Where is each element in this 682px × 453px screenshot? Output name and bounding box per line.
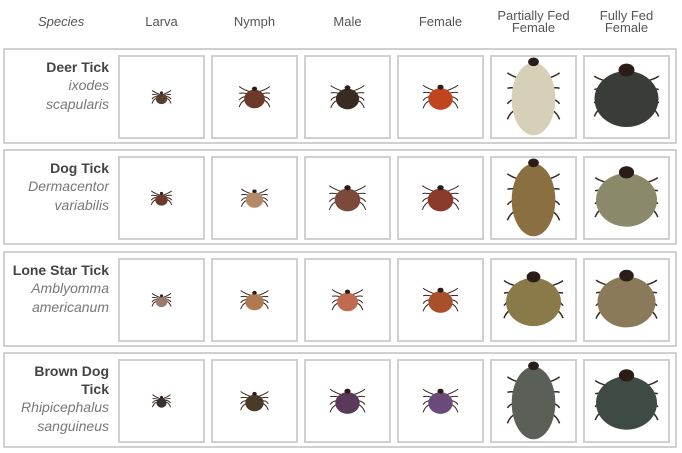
tick-image-larva xyxy=(118,156,205,240)
tick-image-larva xyxy=(118,258,205,342)
tick-image-female xyxy=(397,359,484,443)
tick-image-partially-fed-female xyxy=(490,258,577,342)
species-row: Deer Tick ixodes scapularis xyxy=(3,48,677,144)
common-name: Brown Dog Tick xyxy=(34,363,109,397)
species-row: Lone Star Tick Amblyomma americanum xyxy=(3,251,677,347)
tick-image-larva xyxy=(118,55,205,139)
species-row: Dog Tick Dermacentor variabilis xyxy=(3,149,677,245)
tick-image-nymph xyxy=(211,359,298,443)
header-fully-fed-female: Fully Fed Female xyxy=(599,8,654,35)
tick-image-larva xyxy=(118,359,205,443)
header-female: Female xyxy=(418,14,463,29)
common-name: Lone Star Tick xyxy=(12,262,109,278)
tick-image-female xyxy=(397,156,484,240)
tick-image-nymph xyxy=(211,156,298,240)
scientific-name: Dermacentor variabilis xyxy=(28,178,109,213)
tick-image-partially-fed-female xyxy=(490,156,577,240)
tick-image-nymph xyxy=(211,55,298,139)
tick-image-fully-fed-female xyxy=(583,258,670,342)
header-species: Species xyxy=(38,14,85,29)
common-name: Dog Tick xyxy=(50,160,109,176)
tick-image-fully-fed-female xyxy=(583,359,670,443)
scientific-name: ixodes scapularis xyxy=(45,77,109,112)
species-name: Deer Tick ixodes scapularis xyxy=(5,58,109,114)
species-row: Brown Dog Tick Rhipicephalus sanguineus xyxy=(3,352,677,448)
tick-image-male xyxy=(304,359,391,443)
species-name: Brown Dog Tick Rhipicephalus sanguineus xyxy=(5,362,109,436)
tick-image-partially-fed-female xyxy=(490,359,577,443)
header-partially-fed-female: Partially Fed Female xyxy=(497,8,570,35)
tick-image-fully-fed-female xyxy=(583,55,670,139)
tick-image-female xyxy=(397,55,484,139)
tick-image-male xyxy=(304,156,391,240)
scientific-name: Rhipicephalus sanguineus xyxy=(21,399,109,434)
species-name: Dog Tick Dermacentor variabilis xyxy=(5,159,109,215)
header-larva: Larva xyxy=(145,14,178,29)
tick-image-male xyxy=(304,55,391,139)
tick-image-nymph xyxy=(211,258,298,342)
tick-image-female xyxy=(397,258,484,342)
scientific-name: Amblyomma americanum xyxy=(31,280,109,315)
header-male: Male xyxy=(333,14,362,29)
header-nymph: Nymph xyxy=(233,14,276,29)
common-name: Deer Tick xyxy=(46,59,109,75)
tick-image-partially-fed-female xyxy=(490,55,577,139)
species-name: Lone Star Tick Amblyomma americanum xyxy=(5,261,109,317)
tick-image-fully-fed-female xyxy=(583,156,670,240)
tick-image-male xyxy=(304,258,391,342)
